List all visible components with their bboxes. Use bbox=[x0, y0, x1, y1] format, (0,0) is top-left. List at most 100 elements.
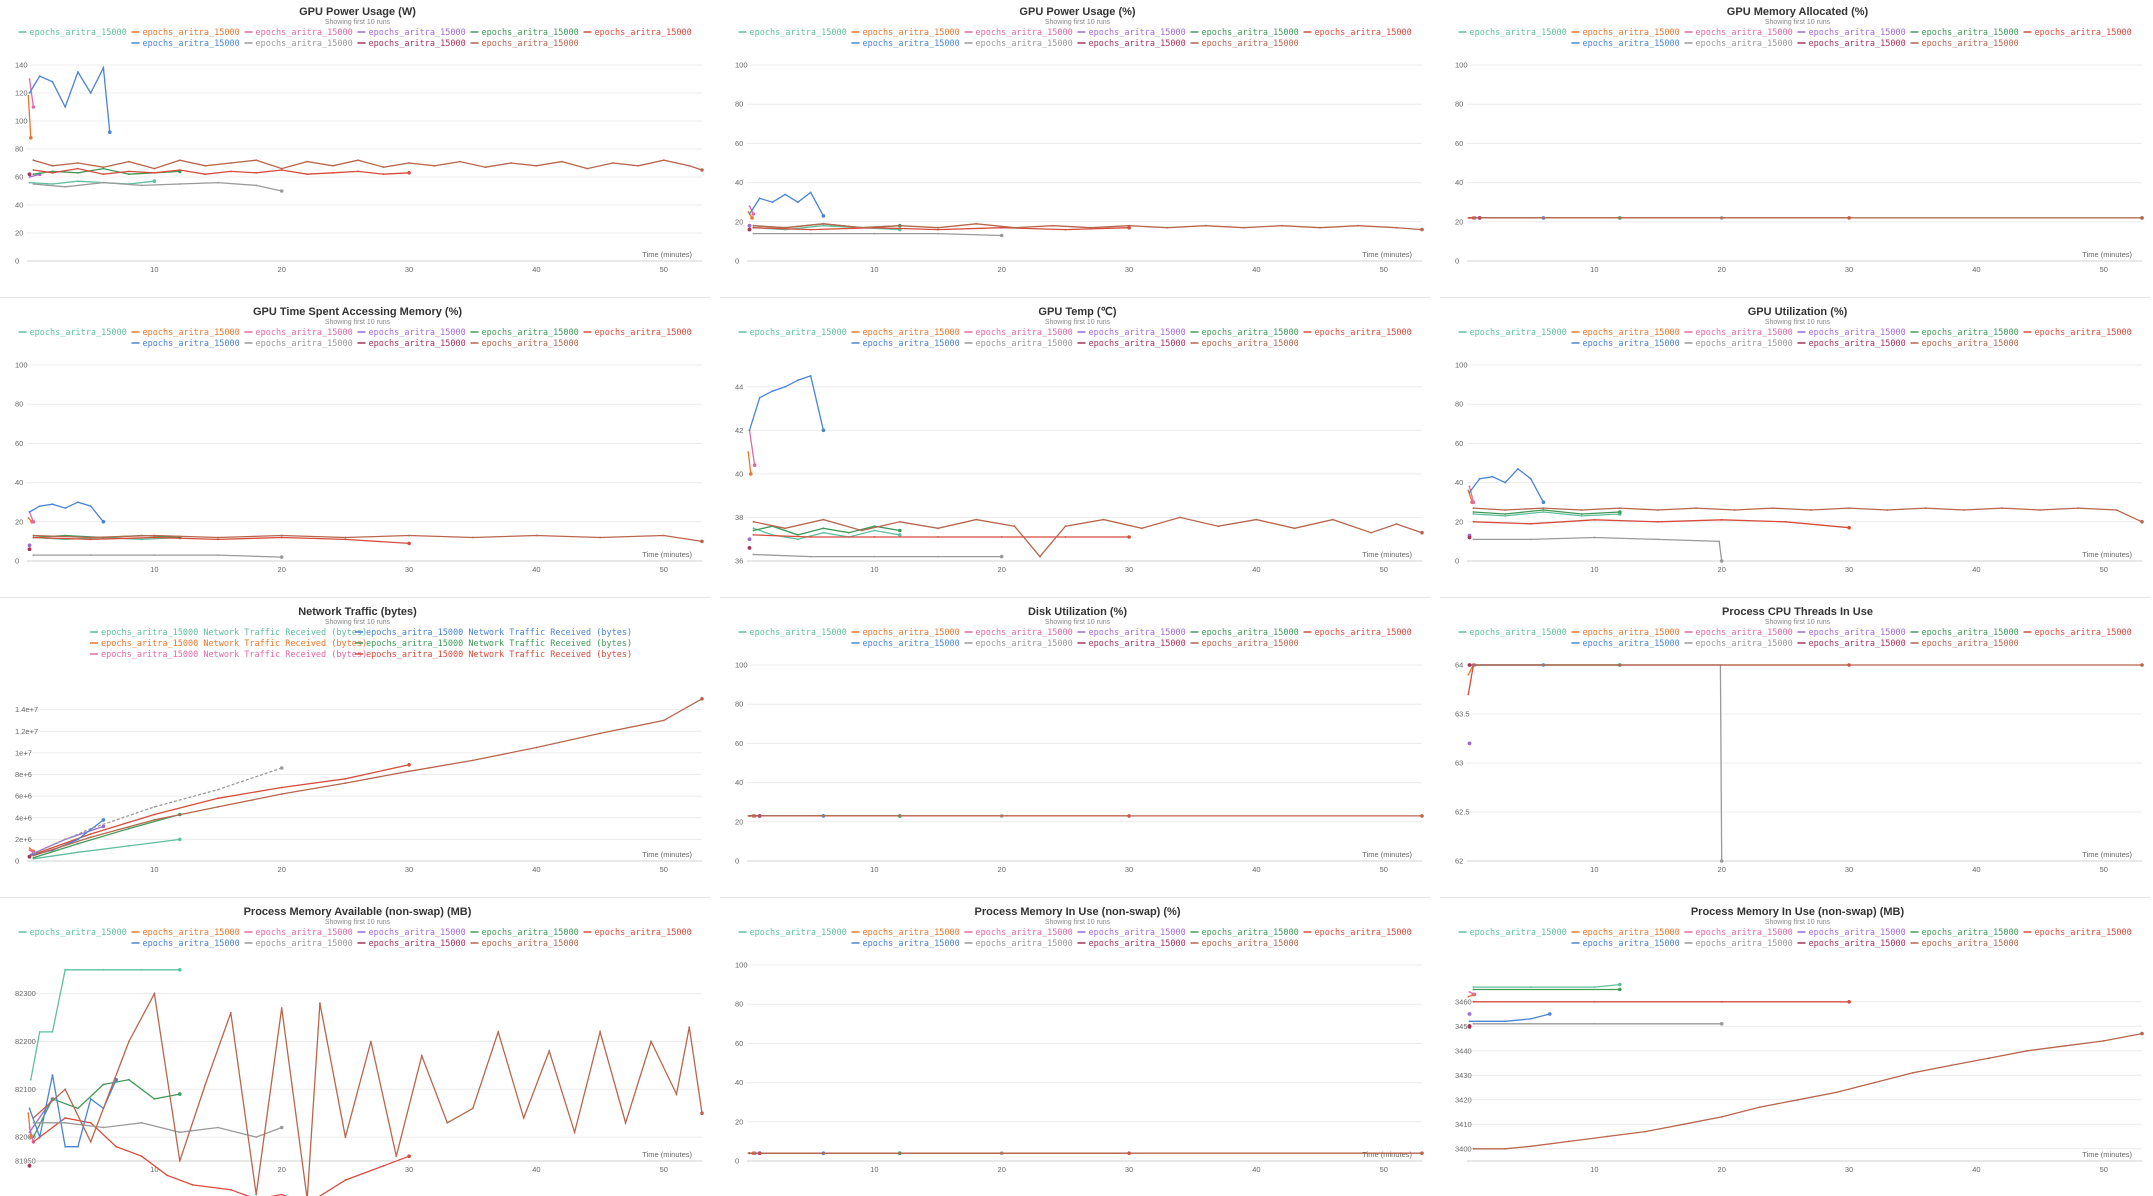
chart-panel[interactable]: Process Memory In Use (non-swap) (MB) Sho… bbox=[1445, 903, 2150, 1196]
legend-entry[interactable]: epochs_aritra_15000 bbox=[369, 39, 466, 49]
data-point[interactable] bbox=[1593, 518, 1596, 521]
data-point[interactable] bbox=[1504, 515, 1507, 517]
legend-entry[interactable]: epochs_aritra_15000 bbox=[256, 328, 353, 338]
data-point[interactable] bbox=[1504, 513, 1507, 515]
data-point[interactable] bbox=[38, 75, 41, 78]
data-point[interactable] bbox=[217, 536, 219, 539]
data-point[interactable] bbox=[748, 429, 751, 432]
legend-entry[interactable]: epochs_aritra_15000 bbox=[863, 628, 960, 638]
data-point[interactable] bbox=[102, 968, 105, 971]
legend-entry[interactable]: epochs_aritra_15000 bbox=[143, 28, 240, 38]
data-point[interactable] bbox=[1179, 516, 1181, 519]
data-point[interactable] bbox=[860, 226, 863, 229]
data-point[interactable] bbox=[898, 224, 901, 227]
data-point[interactable] bbox=[1472, 986, 1475, 988]
series-line[interactable] bbox=[30, 969, 180, 1080]
data-point[interactable] bbox=[32, 534, 35, 537]
data-point[interactable] bbox=[1593, 986, 1596, 988]
data-point[interactable] bbox=[797, 379, 799, 382]
data-point[interactable] bbox=[937, 232, 939, 235]
data-point[interactable] bbox=[975, 222, 978, 225]
data-point[interactable] bbox=[64, 1145, 67, 1148]
legend-entry[interactable]: epochs_aritra_15000 bbox=[1809, 939, 1906, 949]
data-point[interactable] bbox=[115, 1145, 118, 1148]
data-point[interactable] bbox=[784, 385, 787, 388]
data-point[interactable] bbox=[1467, 489, 1470, 492]
data-point[interactable] bbox=[937, 228, 939, 231]
legend-entry[interactable]: epochs_aritra_15000 bbox=[1202, 639, 1299, 649]
data-point[interactable] bbox=[1797, 1098, 1799, 1101]
data-point[interactable] bbox=[2115, 509, 2118, 511]
data-point[interactable] bbox=[688, 164, 691, 167]
data-point[interactable] bbox=[1644, 1130, 1647, 1133]
chart-panel[interactable]: Disk Utilization (%) Showing first 10 run… bbox=[725, 603, 1430, 896]
data-point[interactable] bbox=[89, 827, 92, 830]
data-point[interactable] bbox=[153, 554, 156, 556]
legend-entry[interactable]: epochs_aritra_15000 bbox=[1470, 328, 1567, 338]
data-point[interactable] bbox=[484, 166, 487, 169]
data-point[interactable] bbox=[752, 529, 755, 532]
legend-entry[interactable]: epochs_aritra_15000 Network Traffic Rece… bbox=[101, 650, 367, 660]
data-point[interactable] bbox=[1529, 1145, 1532, 1148]
data-point[interactable] bbox=[497, 1031, 500, 1033]
legend-entry[interactable]: epochs_aritra_15000 bbox=[1089, 28, 1186, 38]
data-point[interactable] bbox=[319, 1002, 321, 1005]
series-line[interactable] bbox=[27, 95, 32, 138]
legend-entry[interactable]: epochs_aritra_15000 bbox=[863, 28, 960, 38]
data-point[interactable] bbox=[357, 159, 359, 162]
series-line[interactable] bbox=[28, 78, 35, 108]
data-point[interactable] bbox=[1784, 520, 1787, 523]
data-point[interactable] bbox=[32, 1136, 35, 1138]
data-point[interactable] bbox=[128, 1078, 130, 1081]
data-point[interactable] bbox=[637, 164, 640, 167]
data-point[interactable] bbox=[1281, 224, 1283, 227]
data-point[interactable] bbox=[77, 851, 79, 854]
series-line[interactable] bbox=[753, 516, 1423, 558]
data-point[interactable] bbox=[89, 536, 92, 539]
data-point[interactable] bbox=[752, 224, 755, 227]
data-point[interactable] bbox=[809, 232, 812, 235]
legend-entry[interactable]: epochs_aritra_15000 bbox=[1202, 339, 1299, 349]
data-point[interactable] bbox=[2102, 1040, 2105, 1042]
data-point[interactable] bbox=[1504, 1020, 1507, 1023]
data-point[interactable] bbox=[752, 527, 755, 530]
chart-panel[interactable]: GPU Temp (℃) Showing first 10 runs epochs_… bbox=[725, 303, 1430, 596]
legend-entry[interactable]: epochs_aritra_15000 bbox=[1089, 928, 1186, 938]
series-line[interactable] bbox=[32, 991, 703, 1196]
legend-entry[interactable]: epochs_aritra_15000 bbox=[976, 628, 1073, 638]
data-point[interactable] bbox=[217, 806, 219, 808]
data-point[interactable] bbox=[28, 849, 31, 852]
data-point[interactable] bbox=[873, 536, 876, 538]
data-point[interactable] bbox=[873, 232, 876, 235]
data-point[interactable] bbox=[1618, 507, 1621, 509]
data-point[interactable] bbox=[1771, 507, 1774, 509]
series-line[interactable] bbox=[33, 838, 180, 860]
data-point[interactable] bbox=[280, 167, 283, 170]
data-point[interactable] bbox=[51, 1074, 54, 1076]
legend-entry[interactable]: epochs_aritra_15000 bbox=[1583, 928, 1680, 938]
data-point[interactable] bbox=[217, 538, 219, 541]
data-point[interactable] bbox=[38, 505, 41, 507]
series-line[interactable] bbox=[33, 534, 703, 543]
data-point[interactable] bbox=[1720, 518, 1723, 521]
data-point[interactable] bbox=[1370, 531, 1372, 534]
data-point[interactable] bbox=[822, 222, 825, 225]
legend-entry[interactable]: epochs_aritra_15000 bbox=[1202, 928, 1299, 938]
data-point[interactable] bbox=[166, 1174, 169, 1177]
data-point[interactable] bbox=[1000, 226, 1003, 229]
data-point[interactable] bbox=[89, 1098, 92, 1100]
data-point[interactable] bbox=[771, 201, 774, 204]
data-point[interactable] bbox=[809, 228, 812, 231]
series-line[interactable] bbox=[33, 1122, 282, 1138]
legend-entry[interactable]: epochs_aritra_15000 bbox=[976, 39, 1073, 49]
data-point[interactable] bbox=[32, 854, 35, 857]
data-point[interactable] bbox=[650, 1040, 652, 1043]
legend-entry[interactable]: epochs_aritra_15000 bbox=[976, 939, 1073, 949]
data-point[interactable] bbox=[752, 553, 755, 556]
data-point[interactable] bbox=[64, 968, 67, 971]
data-point[interactable] bbox=[178, 1160, 181, 1162]
series-line[interactable] bbox=[33, 159, 703, 171]
data-point[interactable] bbox=[1000, 536, 1003, 538]
data-point[interactable] bbox=[51, 164, 54, 167]
data-point[interactable] bbox=[1720, 1116, 1723, 1118]
